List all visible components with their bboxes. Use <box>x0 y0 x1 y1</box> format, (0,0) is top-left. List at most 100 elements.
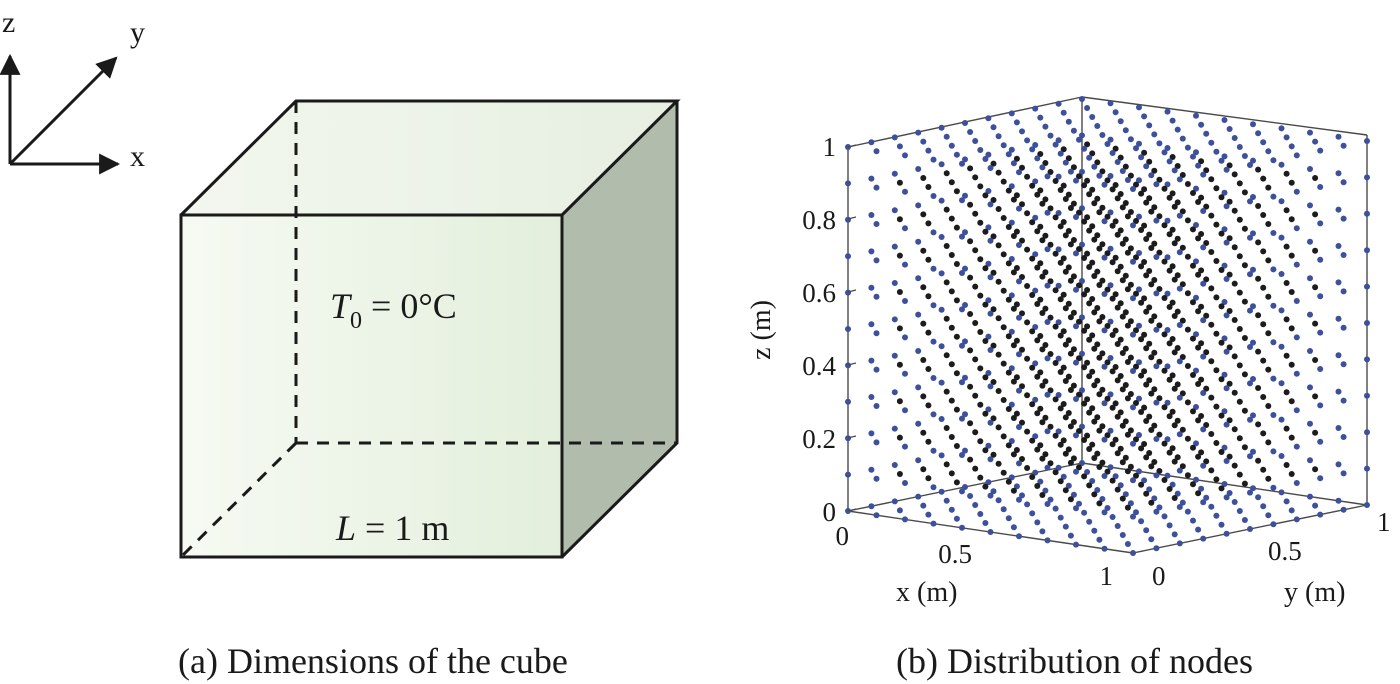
boundary-node <box>1060 473 1067 480</box>
boundary-node <box>1340 397 1347 404</box>
interior-node <box>1084 250 1091 257</box>
interior-node <box>920 247 927 254</box>
interior-node <box>1117 191 1124 197</box>
boundary-node <box>1008 110 1015 117</box>
y-axis-title: y (m) <box>1284 577 1345 608</box>
boundary-node <box>1223 166 1230 173</box>
interior-node <box>1005 442 1012 449</box>
interior-node <box>1005 369 1012 376</box>
interior-node <box>1109 368 1116 375</box>
boundary-node <box>1044 537 1051 544</box>
interior-node <box>1024 319 1031 326</box>
interior-node <box>896 325 903 332</box>
boundary-node <box>1044 282 1051 289</box>
interior-node <box>1086 227 1093 234</box>
boundary-node <box>915 166 922 172</box>
interior-node <box>1174 163 1181 169</box>
boundary-node <box>959 270 965 276</box>
interior-node <box>1052 178 1059 184</box>
interior-node <box>1141 259 1148 265</box>
interior-node <box>1037 405 1044 412</box>
boundary-node <box>1034 155 1041 162</box>
boundary-node <box>1101 327 1108 334</box>
interior-node <box>1065 264 1072 271</box>
interior-node <box>1019 346 1025 353</box>
boundary-node <box>1008 256 1015 262</box>
interior-node <box>953 297 960 304</box>
interior-node <box>1203 276 1210 283</box>
interior-node <box>1213 367 1220 374</box>
interior-node <box>1010 487 1017 494</box>
boundary-node <box>1193 404 1199 410</box>
boundary-node <box>1044 319 1051 325</box>
interior-node <box>1184 399 1191 406</box>
panel-b: 0 0.2 0.4 0.6 0.8 1 0 0.5 1 x (m) 0 0.5 … <box>746 96 1391 681</box>
boundary-node <box>868 321 875 328</box>
boundary-node <box>1016 424 1022 430</box>
boundary-node <box>1073 468 1079 475</box>
interior-node <box>972 356 979 363</box>
interior-node <box>1065 373 1072 380</box>
interior-node <box>1117 373 1124 379</box>
interior-node <box>1076 282 1082 289</box>
boundary-node <box>902 407 908 414</box>
boundary-node <box>1164 108 1171 115</box>
interior-node <box>1231 353 1238 360</box>
interior-node <box>896 252 903 259</box>
interior-node <box>1226 235 1233 242</box>
boundary-node <box>1032 396 1039 403</box>
boundary-node <box>1013 119 1020 126</box>
interior-node <box>1141 186 1148 193</box>
interior-node <box>1000 287 1007 294</box>
boundary-node <box>1223 348 1230 355</box>
interior-node <box>1236 362 1243 369</box>
boundary-node <box>962 192 968 199</box>
boundary-node <box>1153 545 1160 552</box>
boundary-node <box>902 152 908 159</box>
interior-node <box>1089 441 1096 448</box>
boundary-node <box>1079 423 1085 430</box>
interior-node <box>1062 341 1069 348</box>
interior-node <box>920 357 927 363</box>
interior-node <box>1143 345 1150 352</box>
boundary-node <box>1317 475 1324 482</box>
interior-node <box>1042 269 1049 276</box>
interior-node <box>1096 209 1103 216</box>
interior-node <box>1037 296 1044 303</box>
boundary-node <box>868 394 875 400</box>
interior-node <box>896 216 903 223</box>
boundary-node <box>902 480 908 486</box>
interior-node <box>967 420 974 427</box>
interior-node <box>1226 308 1233 314</box>
interior-node <box>1179 281 1186 288</box>
interior-node <box>1084 396 1091 403</box>
interior-node <box>1042 160 1049 166</box>
boundary-node <box>985 370 992 376</box>
boundary-node <box>1164 436 1171 443</box>
interior-node <box>995 278 1002 285</box>
interior-node <box>1117 154 1124 161</box>
boundary-node <box>1307 311 1313 318</box>
interior-node <box>1000 433 1007 440</box>
boundary-node <box>962 374 968 381</box>
interior-node <box>1190 335 1196 342</box>
interior-node <box>896 289 903 295</box>
boundary-node <box>1153 254 1160 260</box>
boundary-node <box>1307 238 1313 245</box>
boundary-node <box>1278 125 1285 132</box>
boundary-node <box>1340 215 1347 222</box>
boundary-node <box>891 280 898 286</box>
interior-node <box>1146 450 1153 456</box>
boundary-node <box>987 419 994 426</box>
interior-node <box>1052 323 1059 330</box>
interior-node <box>1133 436 1139 443</box>
boundary-node <box>959 306 965 313</box>
y-ticks: 0 0.5 1 <box>1152 507 1391 591</box>
interior-node <box>1057 478 1064 485</box>
interior-node <box>1255 457 1262 464</box>
interior-node <box>1260 175 1267 182</box>
interior-node <box>1169 263 1176 270</box>
interior-node <box>1138 481 1145 488</box>
interior-node <box>977 329 984 335</box>
interior-node <box>1024 428 1031 435</box>
